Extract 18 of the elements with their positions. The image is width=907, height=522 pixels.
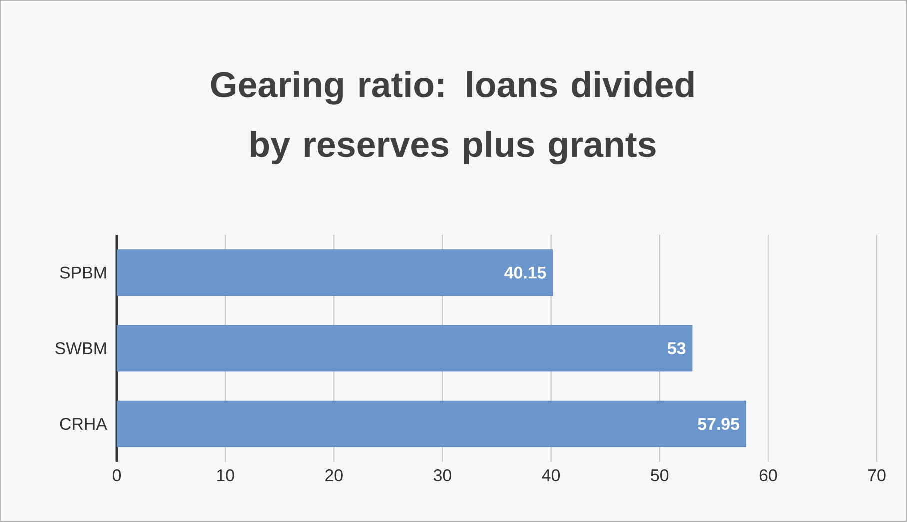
- data-label: 57.95: [698, 418, 740, 430]
- x-tick-label: 30: [434, 470, 452, 482]
- x-tick-label: 0: [112, 470, 122, 482]
- data-label: 40.15: [504, 266, 546, 279]
- x-tick-label: 40: [542, 470, 560, 482]
- y-tick-label: CRHA: [60, 418, 108, 430]
- chart-title: Gearing ratio: loans divided by reserves plus grants: [211, 71, 694, 165]
- data-label: 53: [668, 342, 686, 354]
- x-tick-label: 10: [217, 470, 234, 482]
- x-tick-label: 60: [760, 470, 778, 482]
- y-tick-label: SWBM: [56, 342, 106, 354]
- bar: [117, 400, 746, 448]
- x-tick-label: 20: [326, 470, 343, 482]
- bar: [117, 325, 693, 372]
- x-tick-label: 70: [868, 470, 886, 482]
- y-tick-label: SPBM: [60, 266, 106, 279]
- bar: [117, 250, 554, 296]
- x-tick-label: 50: [651, 470, 669, 482]
